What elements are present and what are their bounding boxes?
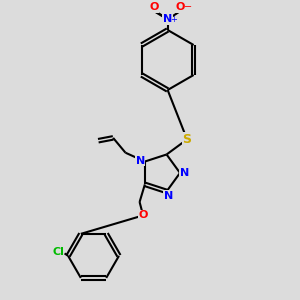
Text: −: − xyxy=(184,2,192,12)
Text: N: N xyxy=(164,191,173,201)
Text: O: O xyxy=(149,2,159,12)
Text: N: N xyxy=(180,168,189,178)
Text: S: S xyxy=(183,133,192,146)
Text: N: N xyxy=(136,156,145,166)
Text: N: N xyxy=(163,14,172,24)
Text: Cl: Cl xyxy=(52,247,64,256)
Text: +: + xyxy=(170,15,177,24)
Text: O: O xyxy=(175,2,185,12)
Text: O: O xyxy=(138,210,148,220)
